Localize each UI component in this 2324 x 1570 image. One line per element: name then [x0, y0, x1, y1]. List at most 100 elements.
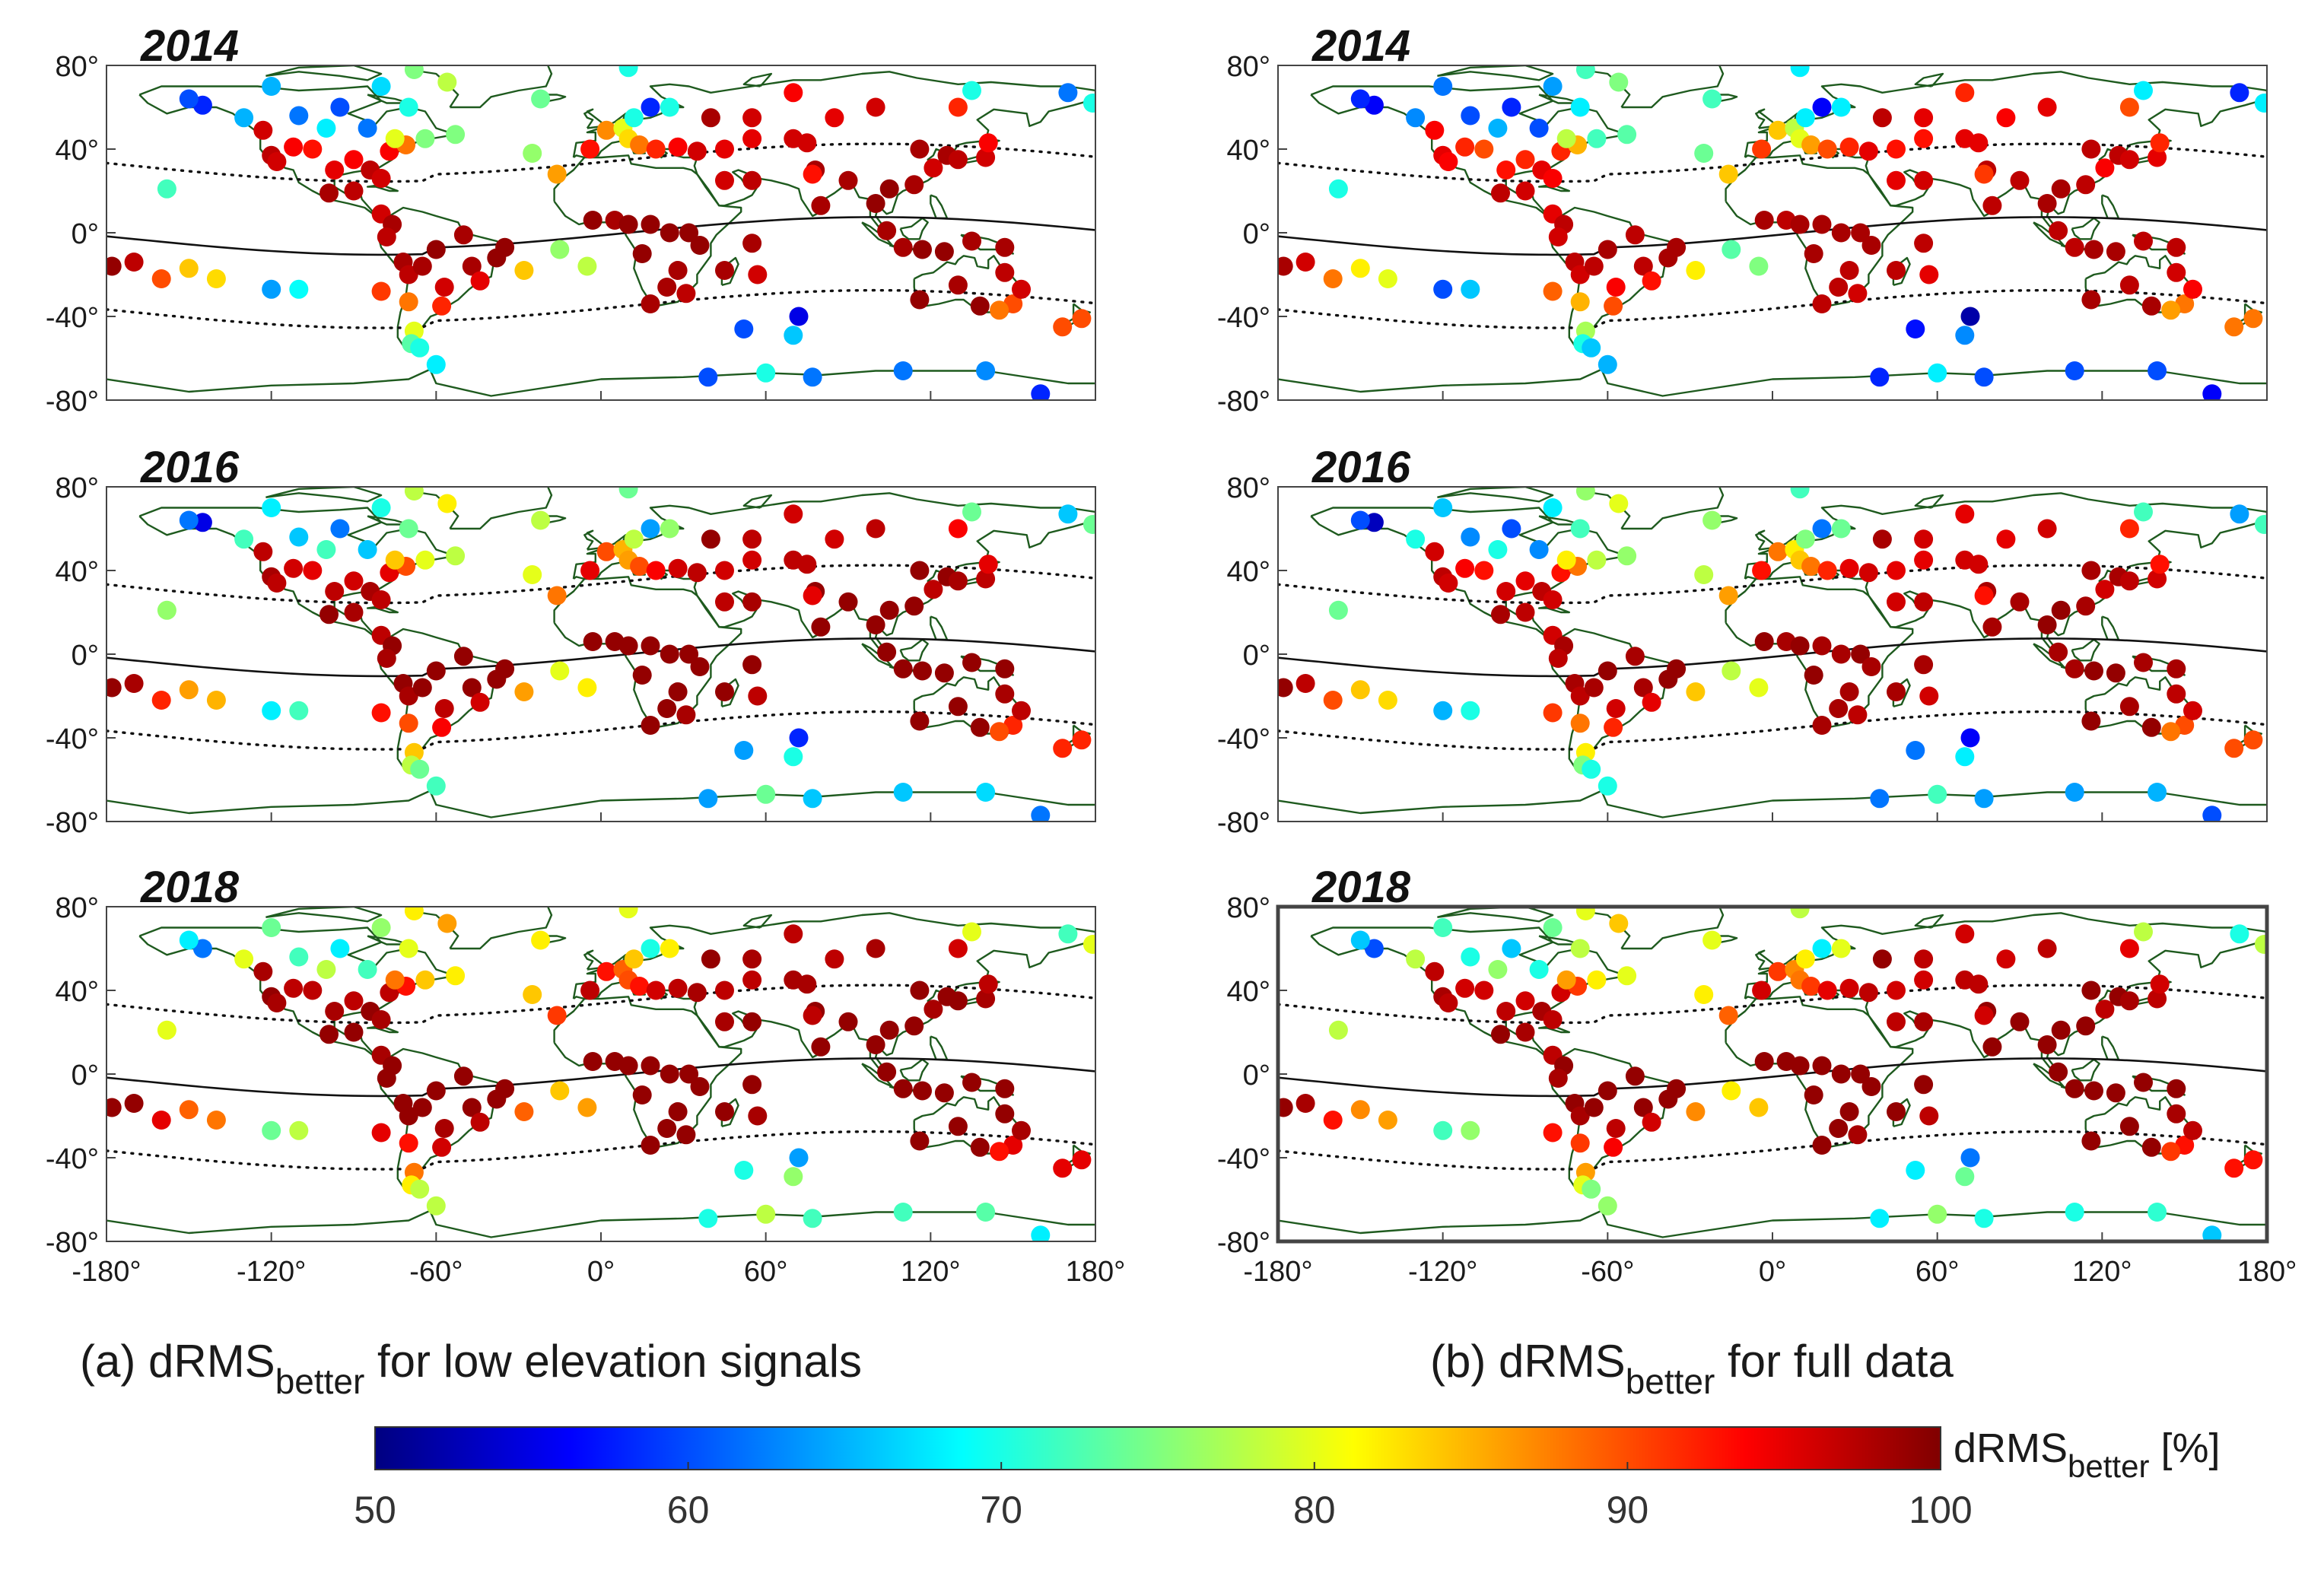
station-point	[550, 240, 570, 259]
station-point	[913, 661, 932, 681]
station-point	[124, 1094, 144, 1113]
station-point	[1625, 647, 1645, 666]
y-tick-label: 0°	[72, 1060, 99, 1092]
station-point	[410, 1179, 430, 1199]
station-point	[2148, 361, 2167, 380]
station-point	[1606, 699, 1626, 718]
station-point	[514, 1102, 534, 1121]
station-point	[618, 1056, 638, 1076]
station-point	[789, 1148, 809, 1168]
station-point	[687, 141, 707, 161]
station-point	[1914, 1075, 1934, 1095]
station-point	[803, 367, 822, 387]
station-point	[2106, 663, 2125, 683]
station-point	[742, 529, 762, 549]
station-point	[1801, 135, 1821, 154]
station-point	[1548, 649, 1568, 668]
station-point	[1749, 256, 1769, 276]
station-point	[2037, 615, 2057, 634]
station-point	[412, 256, 432, 276]
station-point	[1031, 806, 1051, 822]
station-point	[453, 225, 473, 245]
station-point	[632, 244, 652, 263]
station-point	[206, 691, 226, 710]
station-point	[2254, 935, 2267, 954]
station-point	[1575, 65, 1595, 79]
station-point	[1858, 563, 1878, 583]
coastline	[1744, 912, 2267, 1073]
station-point	[1323, 269, 1343, 288]
station-point	[1960, 307, 1980, 326]
station-point	[1582, 338, 1601, 358]
station-point	[1790, 65, 1810, 78]
coastline	[1278, 785, 2267, 818]
station-point	[2081, 290, 2101, 310]
station-point	[151, 691, 171, 710]
coastline	[742, 72, 773, 87]
coastline	[1914, 72, 1944, 87]
station-point	[1584, 678, 1604, 698]
station-point	[668, 682, 688, 701]
station-point	[1350, 89, 1370, 109]
x-tick-label: -60°	[409, 1256, 463, 1288]
station-point	[2037, 939, 2057, 958]
station-point	[1914, 108, 1934, 128]
station-point	[1955, 924, 1975, 944]
station-point	[1955, 83, 1975, 103]
y-tick-label: 80°	[1227, 472, 1270, 504]
station-point	[913, 240, 932, 259]
station-point	[701, 529, 720, 549]
station-point	[1702, 510, 1722, 530]
coastline	[1278, 364, 2267, 397]
station-point	[1433, 77, 1453, 96]
station-point	[1543, 918, 1563, 937]
southern-crest-line	[107, 1130, 1095, 1171]
station-point	[2081, 1131, 2101, 1151]
station-point	[976, 989, 996, 1009]
station-point	[641, 1136, 660, 1155]
station-point	[657, 278, 677, 297]
coastline	[2071, 638, 2100, 662]
station-point	[1982, 617, 2002, 637]
station-point	[1406, 529, 1426, 549]
station-point	[1914, 655, 1934, 675]
station-point	[660, 223, 679, 243]
station-point	[371, 703, 391, 723]
station-point	[1914, 550, 1934, 570]
station-point	[1795, 949, 1815, 969]
y-tick-label: -40°	[1217, 1143, 1270, 1175]
station-point	[1083, 935, 1095, 954]
station-point	[1515, 181, 1535, 201]
station-point	[399, 939, 418, 958]
magnetic-equator-line	[107, 216, 1095, 256]
station-point	[1439, 993, 1458, 1012]
station-point	[399, 1133, 418, 1153]
station-point	[866, 519, 885, 539]
station-point	[1831, 644, 1851, 664]
station-point	[1872, 529, 1892, 549]
station-point	[2161, 722, 2181, 742]
station-point	[660, 939, 679, 958]
station-point	[2150, 555, 2170, 574]
station-point	[2161, 300, 2181, 320]
station-point	[1887, 980, 1906, 1000]
station-point	[1455, 137, 1475, 157]
station-point	[1722, 661, 1741, 681]
station-point	[1488, 960, 1508, 979]
station-point	[1752, 561, 1772, 580]
station-point	[756, 363, 776, 383]
station-point	[434, 278, 454, 297]
station-point	[893, 361, 913, 380]
station-point	[415, 970, 435, 990]
station-point	[976, 361, 996, 380]
station-point	[1433, 498, 1453, 517]
station-point	[1887, 682, 1906, 701]
station-point	[1461, 701, 1480, 720]
station-point	[1439, 574, 1458, 593]
y-tick-label: -40°	[1217, 302, 1270, 334]
y-tick-label: -40°	[46, 302, 99, 334]
station-point	[1609, 72, 1629, 92]
magnetic-equator-line	[1278, 637, 2267, 678]
station-point	[1083, 94, 1095, 113]
station-point	[948, 275, 968, 295]
